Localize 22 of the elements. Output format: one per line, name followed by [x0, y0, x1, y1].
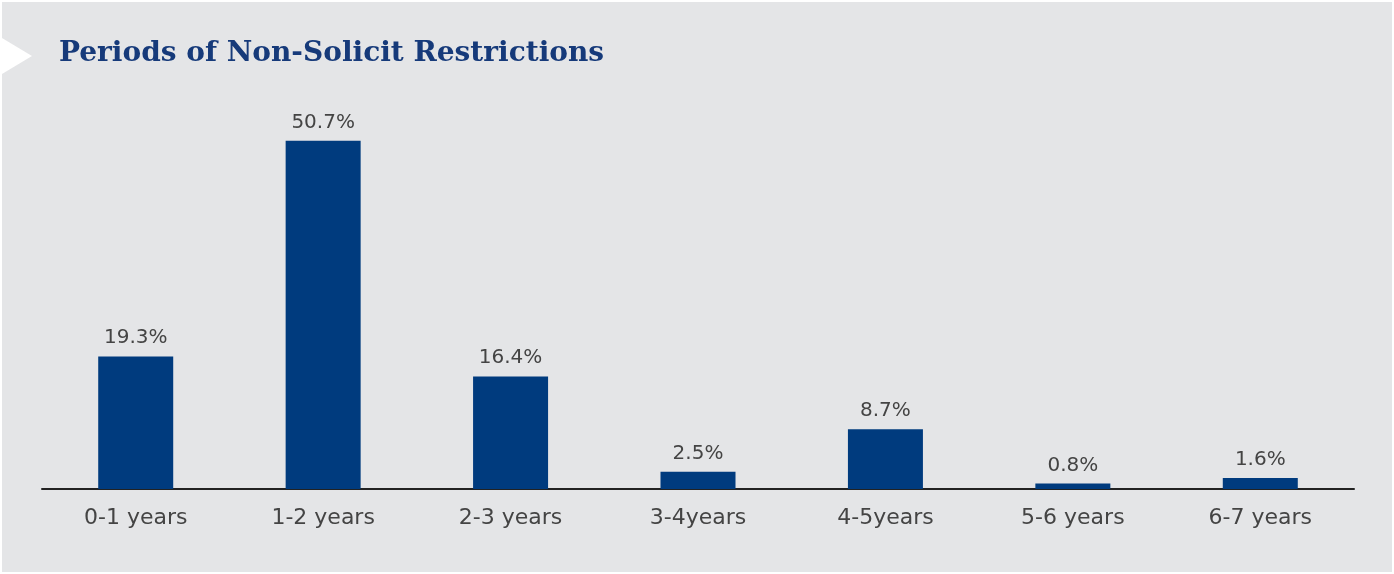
bar [473, 376, 549, 489]
data-label: 2.5% [672, 439, 724, 464]
data-label: 1.6% [1234, 446, 1286, 471]
data-label: 8.7% [860, 397, 911, 422]
data-label: 0.8% [1047, 451, 1099, 476]
bar [1035, 483, 1111, 489]
x-tick-label: 4-5years [837, 503, 934, 529]
x-tick-label: 0-1 years [83, 503, 188, 529]
bar [285, 140, 361, 489]
data-label: 50.7% [291, 108, 355, 133]
x-tick-label: 3-4years [649, 503, 747, 529]
x-tick-label: 6-7 years [1208, 503, 1313, 529]
chart-title: Periods of Non-Solicit Restrictions [59, 34, 605, 68]
x-tick-label: 5-6 years [1021, 503, 1125, 529]
bar [847, 429, 923, 489]
x-tick-label: 2-3 years [458, 503, 563, 529]
bar [660, 471, 736, 489]
bar [1222, 478, 1298, 489]
x-tick-label: 1-2 years [271, 503, 375, 529]
bar [98, 356, 174, 489]
data-label: 19.3% [103, 324, 168, 349]
data-label: 16.4% [478, 344, 543, 369]
